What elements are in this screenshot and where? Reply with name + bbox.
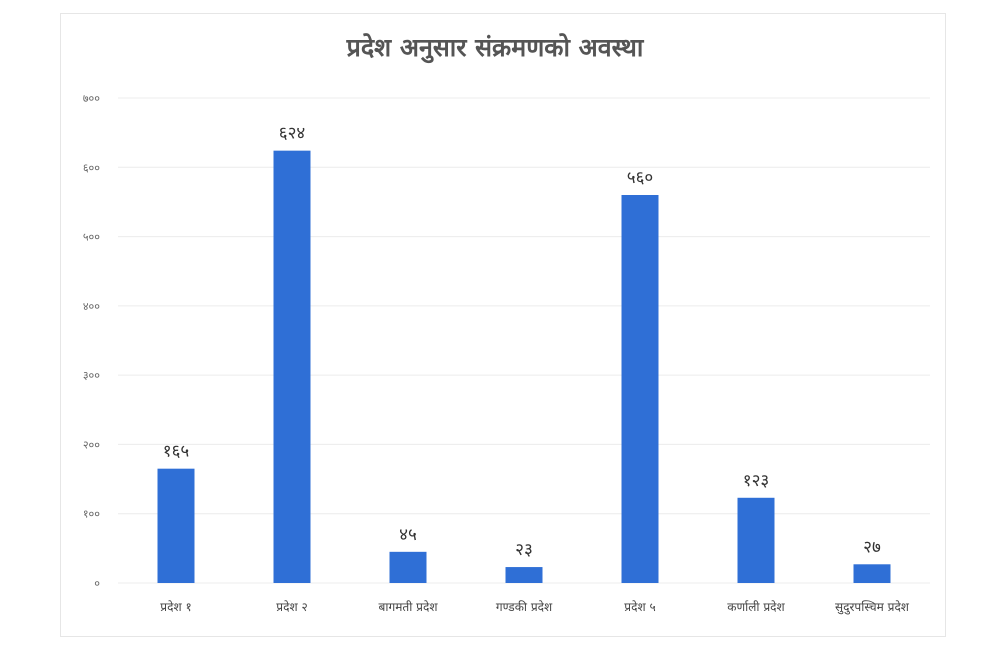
data-label: २७	[863, 537, 881, 557]
x-category-label: गण्डकी प्रदेश	[496, 600, 553, 614]
bar	[389, 551, 427, 583]
bar	[505, 567, 543, 583]
y-tick-label: ५००	[83, 231, 100, 244]
chart-card	[60, 13, 946, 637]
chart-title: प्रदेश अनुसार संक्रमणको अवस्था	[346, 33, 644, 62]
data-label: १२३	[743, 471, 770, 491]
data-label: २३	[515, 540, 533, 560]
bar	[157, 468, 195, 583]
x-category-label: बागमती प्रदेश	[378, 600, 438, 614]
data-labels: १६५ ६२४ ४५ २३ ५६० १२३ २७	[163, 124, 881, 560]
x-category-label: सुदुरपस्चिम प्रदेश	[835, 600, 910, 615]
gridlines	[118, 97, 930, 584]
y-tick-label: २००	[83, 438, 100, 451]
bar	[273, 150, 311, 583]
y-tick-label: ६००	[83, 161, 100, 174]
bar	[737, 497, 775, 583]
y-tick-label: ७००	[83, 92, 100, 105]
y-axis-ticks: ० १०० २०० ३०० ४०० ५०० ६०० ७००	[83, 92, 100, 590]
x-category-label: प्रदेश १	[160, 600, 191, 614]
bar	[621, 195, 659, 583]
y-tick-label: १००	[83, 508, 100, 521]
y-tick-label: ०	[94, 577, 100, 590]
data-label: १६५	[163, 442, 190, 462]
x-category-label: प्रदेश ५	[624, 600, 655, 614]
bar	[853, 564, 891, 583]
data-label: ५६०	[627, 168, 654, 188]
x-axis-categories: प्रदेश १ प्रदेश २ बागमती प्रदेश गण्डकी प्रद…	[160, 600, 910, 615]
y-tick-label: ४००	[83, 300, 100, 313]
y-tick-label: ३००	[83, 369, 100, 382]
x-category-label: प्रदेश २	[276, 600, 307, 614]
data-label: ६२४	[279, 124, 306, 144]
x-category-label: कर्णाली प्रदेश	[727, 600, 785, 614]
bars	[157, 150, 891, 583]
data-label: ४५	[399, 525, 417, 545]
